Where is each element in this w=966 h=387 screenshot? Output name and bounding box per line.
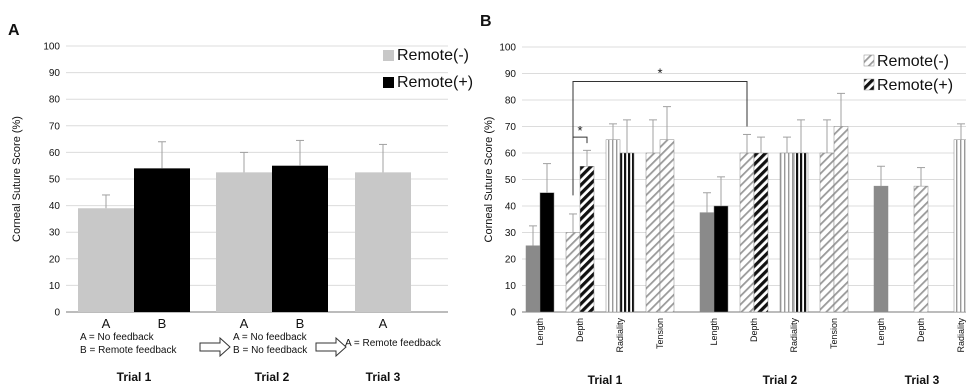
panel-a-bar-label: B xyxy=(158,316,167,331)
panel-a-bar xyxy=(78,208,134,312)
panel-b-metric-label: Length xyxy=(709,318,719,346)
significance-marker: * xyxy=(657,65,662,80)
legend-swatch xyxy=(863,54,875,67)
panel-a-trial-label: Trial 3 xyxy=(366,370,401,384)
panel-b-bar xyxy=(793,152,809,313)
panel-b-chart: 0 10 20 30 40 50 60 70 80 90 100 Corneal Suture Sco… xyxy=(483,43,966,387)
panel-a-legend-label: Remote(+) xyxy=(397,74,473,91)
panel-a-annotation-text: B = Remote feedback xyxy=(80,345,177,356)
panel-b-y-tick-label: 10 xyxy=(505,281,517,292)
panel-a-bar-label: A xyxy=(102,316,111,331)
panel-b-metric-label: Depth xyxy=(749,318,759,342)
panel-b-metric-label: Radiality xyxy=(956,318,966,353)
panel-b-metric-label: Radiality xyxy=(789,318,799,353)
panel-a-bar xyxy=(272,165,328,312)
panel-b-y-tick-label: 60 xyxy=(505,149,517,160)
panel-b-bar xyxy=(699,212,715,313)
panel-a-y-tick-label: 100 xyxy=(43,42,60,53)
panel-b-metric-label: Depth xyxy=(916,318,926,342)
significance-marker: * xyxy=(577,123,582,138)
panel-a-annotation-text: B = No feedback xyxy=(233,345,308,356)
panel-b-y-tick-label: 20 xyxy=(505,255,517,266)
panel-a-bar-label: A xyxy=(240,316,249,331)
panel-a-chart: 0 10 20 30 40 50 60 70 80 90 100 Corneal Suture Sco… xyxy=(11,42,473,385)
panel-a-y-tick-label: 20 xyxy=(49,254,61,265)
panel-b-bar xyxy=(605,139,621,313)
panel-b-bar xyxy=(659,139,675,313)
panel-b-y-tick-label: 40 xyxy=(505,202,517,213)
panel-b-bar xyxy=(739,152,755,313)
panel-b-y-tick-label: 90 xyxy=(505,69,517,80)
panel-a-y-tick-label: 40 xyxy=(49,201,61,212)
panel-a-y-tick-label: 0 xyxy=(54,308,60,319)
panel-b-y-tick-label: 50 xyxy=(505,175,517,186)
panel-b-trial-label: Trial 3 xyxy=(905,373,940,387)
panel-b-bar xyxy=(913,185,929,313)
panel-a-bar xyxy=(216,172,272,312)
panel-b-bar xyxy=(753,152,769,313)
panel-b-metric-label: Radiality xyxy=(615,318,625,353)
panel-a-bar xyxy=(355,172,411,312)
panel-b-metric-label: Length xyxy=(876,318,886,346)
panel-letter-b: B xyxy=(480,13,492,30)
panel-b-bar xyxy=(619,152,635,313)
panel-a-y-tick-label: 70 xyxy=(49,121,61,132)
panel-b-metric-label: Tension xyxy=(655,318,665,349)
panel-a-y-tick-label: 50 xyxy=(49,175,61,186)
significance-bracket xyxy=(572,80,748,196)
panel-b-bar xyxy=(565,232,581,313)
panel-b-bar xyxy=(539,192,555,313)
panel-b-bar xyxy=(713,205,729,313)
panel-b-bar xyxy=(833,126,849,313)
panel-a-trial-label: Trial 2 xyxy=(255,370,290,384)
panel-a-y-tick-label: 60 xyxy=(49,148,61,159)
panel-b-trial-label: Trial 1 xyxy=(588,373,623,387)
panel-a-bar xyxy=(134,168,190,312)
panel-a-y-tick-label: 90 xyxy=(49,68,61,79)
panel-a-bar-label: A xyxy=(379,316,388,331)
arrow-right-icon xyxy=(199,336,231,358)
panel-a-y-tick-label: 30 xyxy=(49,228,61,239)
panel-a-annotation-text: A = No feedback xyxy=(80,332,155,343)
panel-a-bar-label: B xyxy=(296,316,305,331)
panel-b-bar xyxy=(525,245,541,313)
panel-b-metric-label: Depth xyxy=(575,318,585,342)
panel-a-annotation-text: A = No feedback xyxy=(233,332,308,343)
panel-a-y-tick-label: 10 xyxy=(49,281,61,292)
panel-b-bar xyxy=(819,152,835,313)
panel-b-bar xyxy=(579,166,595,313)
legend-swatch xyxy=(863,78,875,91)
panel-a-legend-label: Remote(-) xyxy=(397,47,469,64)
panel-a-trial-label: Trial 1 xyxy=(117,370,152,384)
panel-a-y-axis-label: Corneal Suture Score (%) xyxy=(11,116,23,242)
legend-swatch xyxy=(383,50,394,61)
panel-b-y-tick-label: 30 xyxy=(505,228,517,239)
panel-b-bar xyxy=(953,139,966,313)
panel-b-y-tick-label: 100 xyxy=(499,43,516,54)
panel-b-y-tick-label: 0 xyxy=(510,308,516,319)
panel-b-bar xyxy=(645,152,661,313)
legend-swatch xyxy=(383,77,394,88)
panel-b-bar xyxy=(779,152,795,313)
panel-b-metric-label: Length xyxy=(535,318,545,346)
panel-a-y-tick-label: 80 xyxy=(49,95,61,106)
panel-b-y-axis-label: Corneal Suture Score (%) xyxy=(483,117,495,243)
panel-b-legend-label: Remote(+) xyxy=(877,77,953,94)
panel-b-y-tick-label: 80 xyxy=(505,96,517,107)
panel-b-y-tick-label: 70 xyxy=(505,122,517,133)
panel-letter-a: A xyxy=(8,22,20,39)
arrow-right-icon xyxy=(315,336,347,358)
panel-b-legend-label: Remote(-) xyxy=(877,53,949,70)
panel-b-bar xyxy=(873,185,889,313)
panel-b-metric-label: Tension xyxy=(829,318,839,349)
panel-a-annotation-text: A = Remote feedback xyxy=(345,338,442,349)
panel-b-trial-label: Trial 2 xyxy=(763,373,798,387)
